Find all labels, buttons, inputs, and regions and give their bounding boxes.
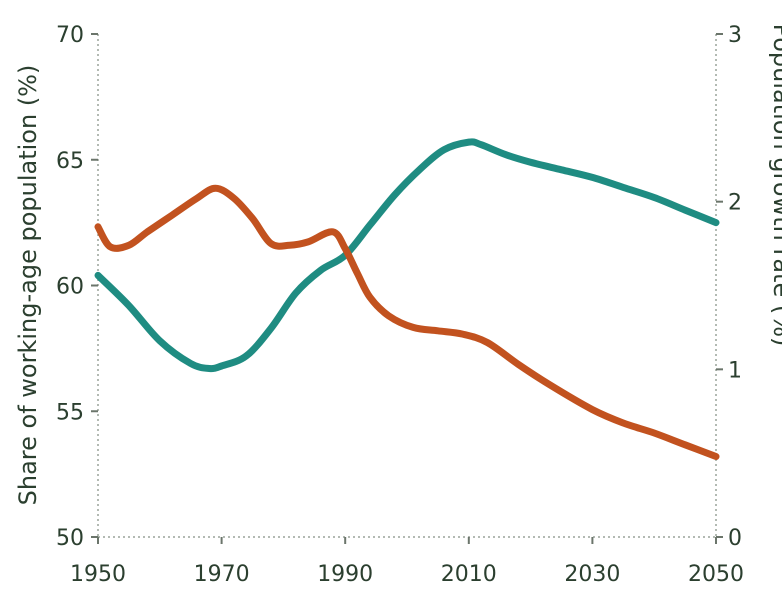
x-tick-label: 1970 xyxy=(194,562,250,587)
x-tick-label: 2010 xyxy=(441,562,497,587)
working-age-share-line xyxy=(94,138,720,373)
growth-rate-line xyxy=(94,184,720,460)
right-y-tick-label: 2 xyxy=(728,191,742,216)
right-y-tick-label: 0 xyxy=(728,526,742,551)
left-y-tick-label: 55 xyxy=(56,400,84,425)
x-tick-label: 2050 xyxy=(688,562,744,587)
x-tick-label: 1950 xyxy=(70,562,126,587)
left-y-tick-label: 50 xyxy=(56,526,84,551)
left-y-axis-ticks: 50 55 60 65 70 xyxy=(56,23,98,551)
series-lines xyxy=(94,138,720,460)
left-y-axis-title: Share of working-age population (%) xyxy=(14,65,42,506)
right-y-tick-label: 3 xyxy=(728,23,742,48)
x-tick-label: 2030 xyxy=(564,562,620,587)
right-y-tick-label: 1 xyxy=(728,358,742,383)
right-y-axis-title: Population growth rate (%) xyxy=(768,24,782,347)
left-y-tick-label: 60 xyxy=(56,275,84,300)
left-y-tick-label: 70 xyxy=(56,23,84,48)
right-y-axis-ticks: 0 1 2 3 xyxy=(716,23,742,551)
x-axis-ticks: 1950 1970 1990 2010 2030 2050 xyxy=(70,537,744,587)
x-tick-label: 1990 xyxy=(317,562,373,587)
left-y-tick-label: 65 xyxy=(56,149,84,174)
